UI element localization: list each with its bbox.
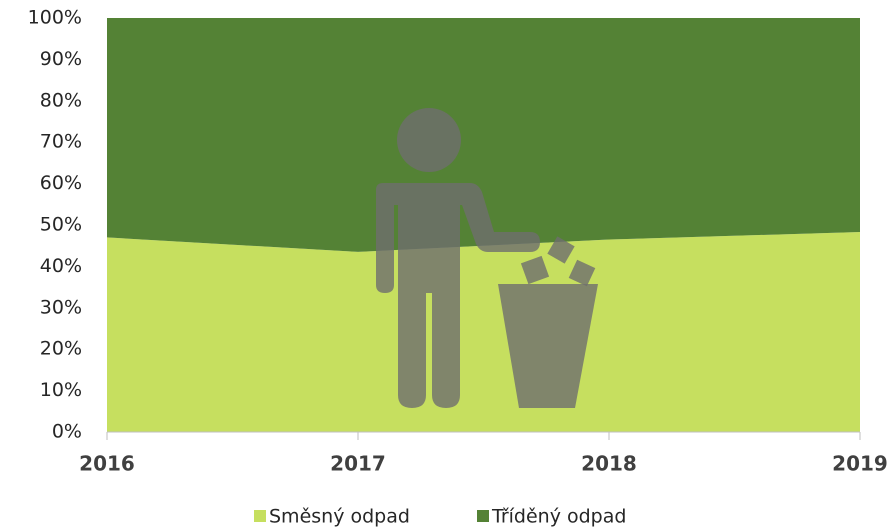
waste-icon (376, 108, 598, 408)
y-tick-label: 40% (40, 255, 82, 277)
icon-bin (498, 284, 598, 408)
legend-label: Tříděný odpad (491, 506, 626, 528)
y-tick-label: 80% (40, 89, 82, 111)
y-tick-label: 100% (28, 7, 82, 29)
area (107, 232, 860, 432)
y-tick-label: 20% (40, 338, 82, 360)
x-tick-label: 2019 (832, 452, 888, 476)
icon-body (376, 183, 540, 408)
plot-area (107, 18, 860, 432)
area (107, 18, 860, 252)
y-tick-label: 70% (40, 131, 82, 153)
y-tick-label: 30% (40, 296, 82, 318)
icon-paper (520, 255, 550, 285)
y-tick-label: 90% (40, 48, 82, 70)
y-tick-label: 50% (40, 214, 82, 236)
legend-swatch (254, 510, 266, 522)
icon-head (397, 108, 461, 172)
icon-paper (568, 259, 596, 287)
y-tick-label: 10% (40, 379, 82, 401)
legend-swatch (477, 510, 489, 522)
y-tick-label: 60% (40, 172, 82, 194)
x-tick-label: 2018 (581, 452, 637, 476)
icon-paper (547, 236, 575, 264)
x-tick-label: 2017 (330, 452, 386, 476)
legend-label: Směsný odpad (269, 506, 410, 528)
y-tick-label: 0% (52, 421, 82, 443)
x-tick-label: 2016 (79, 452, 135, 476)
